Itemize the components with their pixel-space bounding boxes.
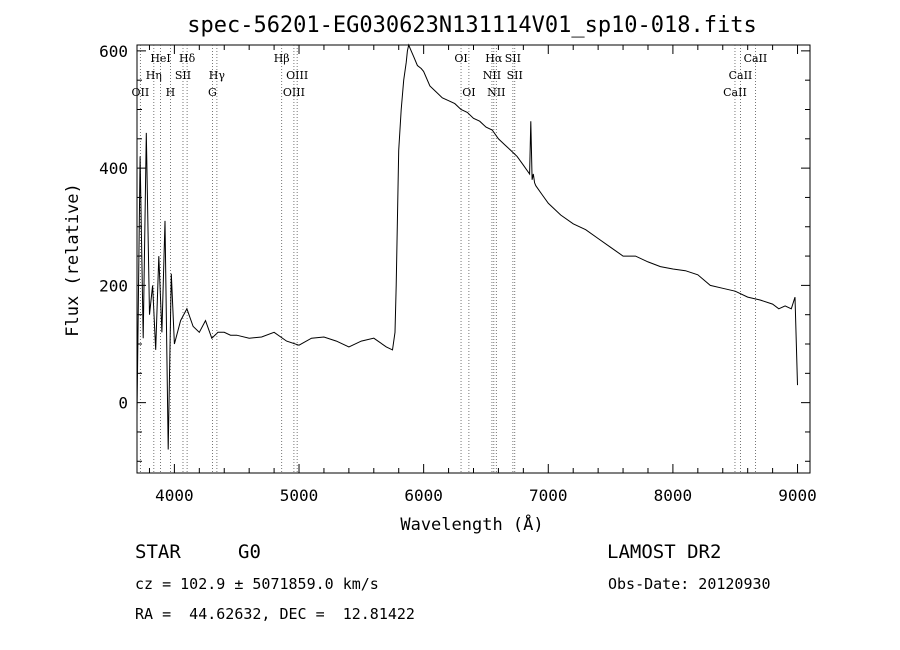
emission-line-label: NII — [487, 86, 505, 99]
emission-line-label: CaII — [744, 52, 768, 65]
emission-line-label: Hγ — [209, 69, 226, 82]
coordinates-readout: RA = 44.62632, DEC = 12.81422 — [135, 605, 415, 623]
emission-line-label: SII — [175, 69, 191, 82]
x-tick-label: 8000 — [654, 486, 693, 505]
x-tick-label: 7000 — [529, 486, 568, 505]
object-class: STAR — [135, 541, 181, 563]
y-tick-label: 200 — [99, 276, 128, 295]
x-tick-label: 9000 — [778, 486, 817, 505]
emission-line-label: Hη — [146, 69, 162, 82]
plot-frame — [136, 44, 811, 474]
x-tick-label: 5000 — [280, 486, 319, 505]
emission-line-label: OII — [132, 86, 150, 99]
spectrum-line — [136, 43, 798, 450]
emission-line-label: OIII — [286, 69, 308, 82]
emission-line-label: G — [208, 86, 217, 99]
redshift-readout: cz = 102.9 ± 5071859.0 km/s — [135, 575, 379, 593]
emission-line-label: OIII — [283, 86, 305, 99]
x-tick-label: 4000 — [155, 486, 194, 505]
emission-line-label: OI — [454, 52, 467, 65]
emission-line-label: SII — [507, 69, 523, 82]
y-tick-label: 0 — [118, 394, 128, 413]
emission-line-label: HeI — [150, 52, 170, 65]
x-axis-ticks: 4000 5000 6000 7000 8000 9000 — [148, 45, 817, 505]
emission-line-label: Hδ — [179, 52, 196, 65]
chart-title: spec-56201-EG030623N131114V01_sp10-018.f… — [187, 13, 757, 38]
obs-date: Obs-Date: 20120930 — [608, 575, 771, 593]
y-axis-label: Flux (relative) — [63, 183, 83, 337]
emission-line-label: Hα — [485, 52, 503, 65]
survey-name: LAMOST DR2 — [607, 541, 722, 563]
emission-line-label: CaII — [729, 69, 753, 82]
y-tick-label: 600 — [99, 42, 128, 61]
y-tick-label: 400 — [99, 159, 128, 178]
emission-line-label: SII — [505, 52, 521, 65]
object-subclass: G0 — [238, 541, 261, 563]
x-axis-label: Wavelength (Å) — [400, 513, 543, 535]
y-axis-ticks: 0 200 400 600 — [99, 42, 810, 462]
x-tick-label: 6000 — [404, 486, 443, 505]
emission-line-label: H — [166, 86, 176, 99]
emission-line-label: NII — [483, 69, 501, 82]
emission-line-markers — [139, 45, 756, 473]
emission-line-label: Hβ — [274, 52, 290, 65]
emission-line-label: OI — [462, 86, 475, 99]
emission-line-label: CaII — [723, 86, 747, 99]
